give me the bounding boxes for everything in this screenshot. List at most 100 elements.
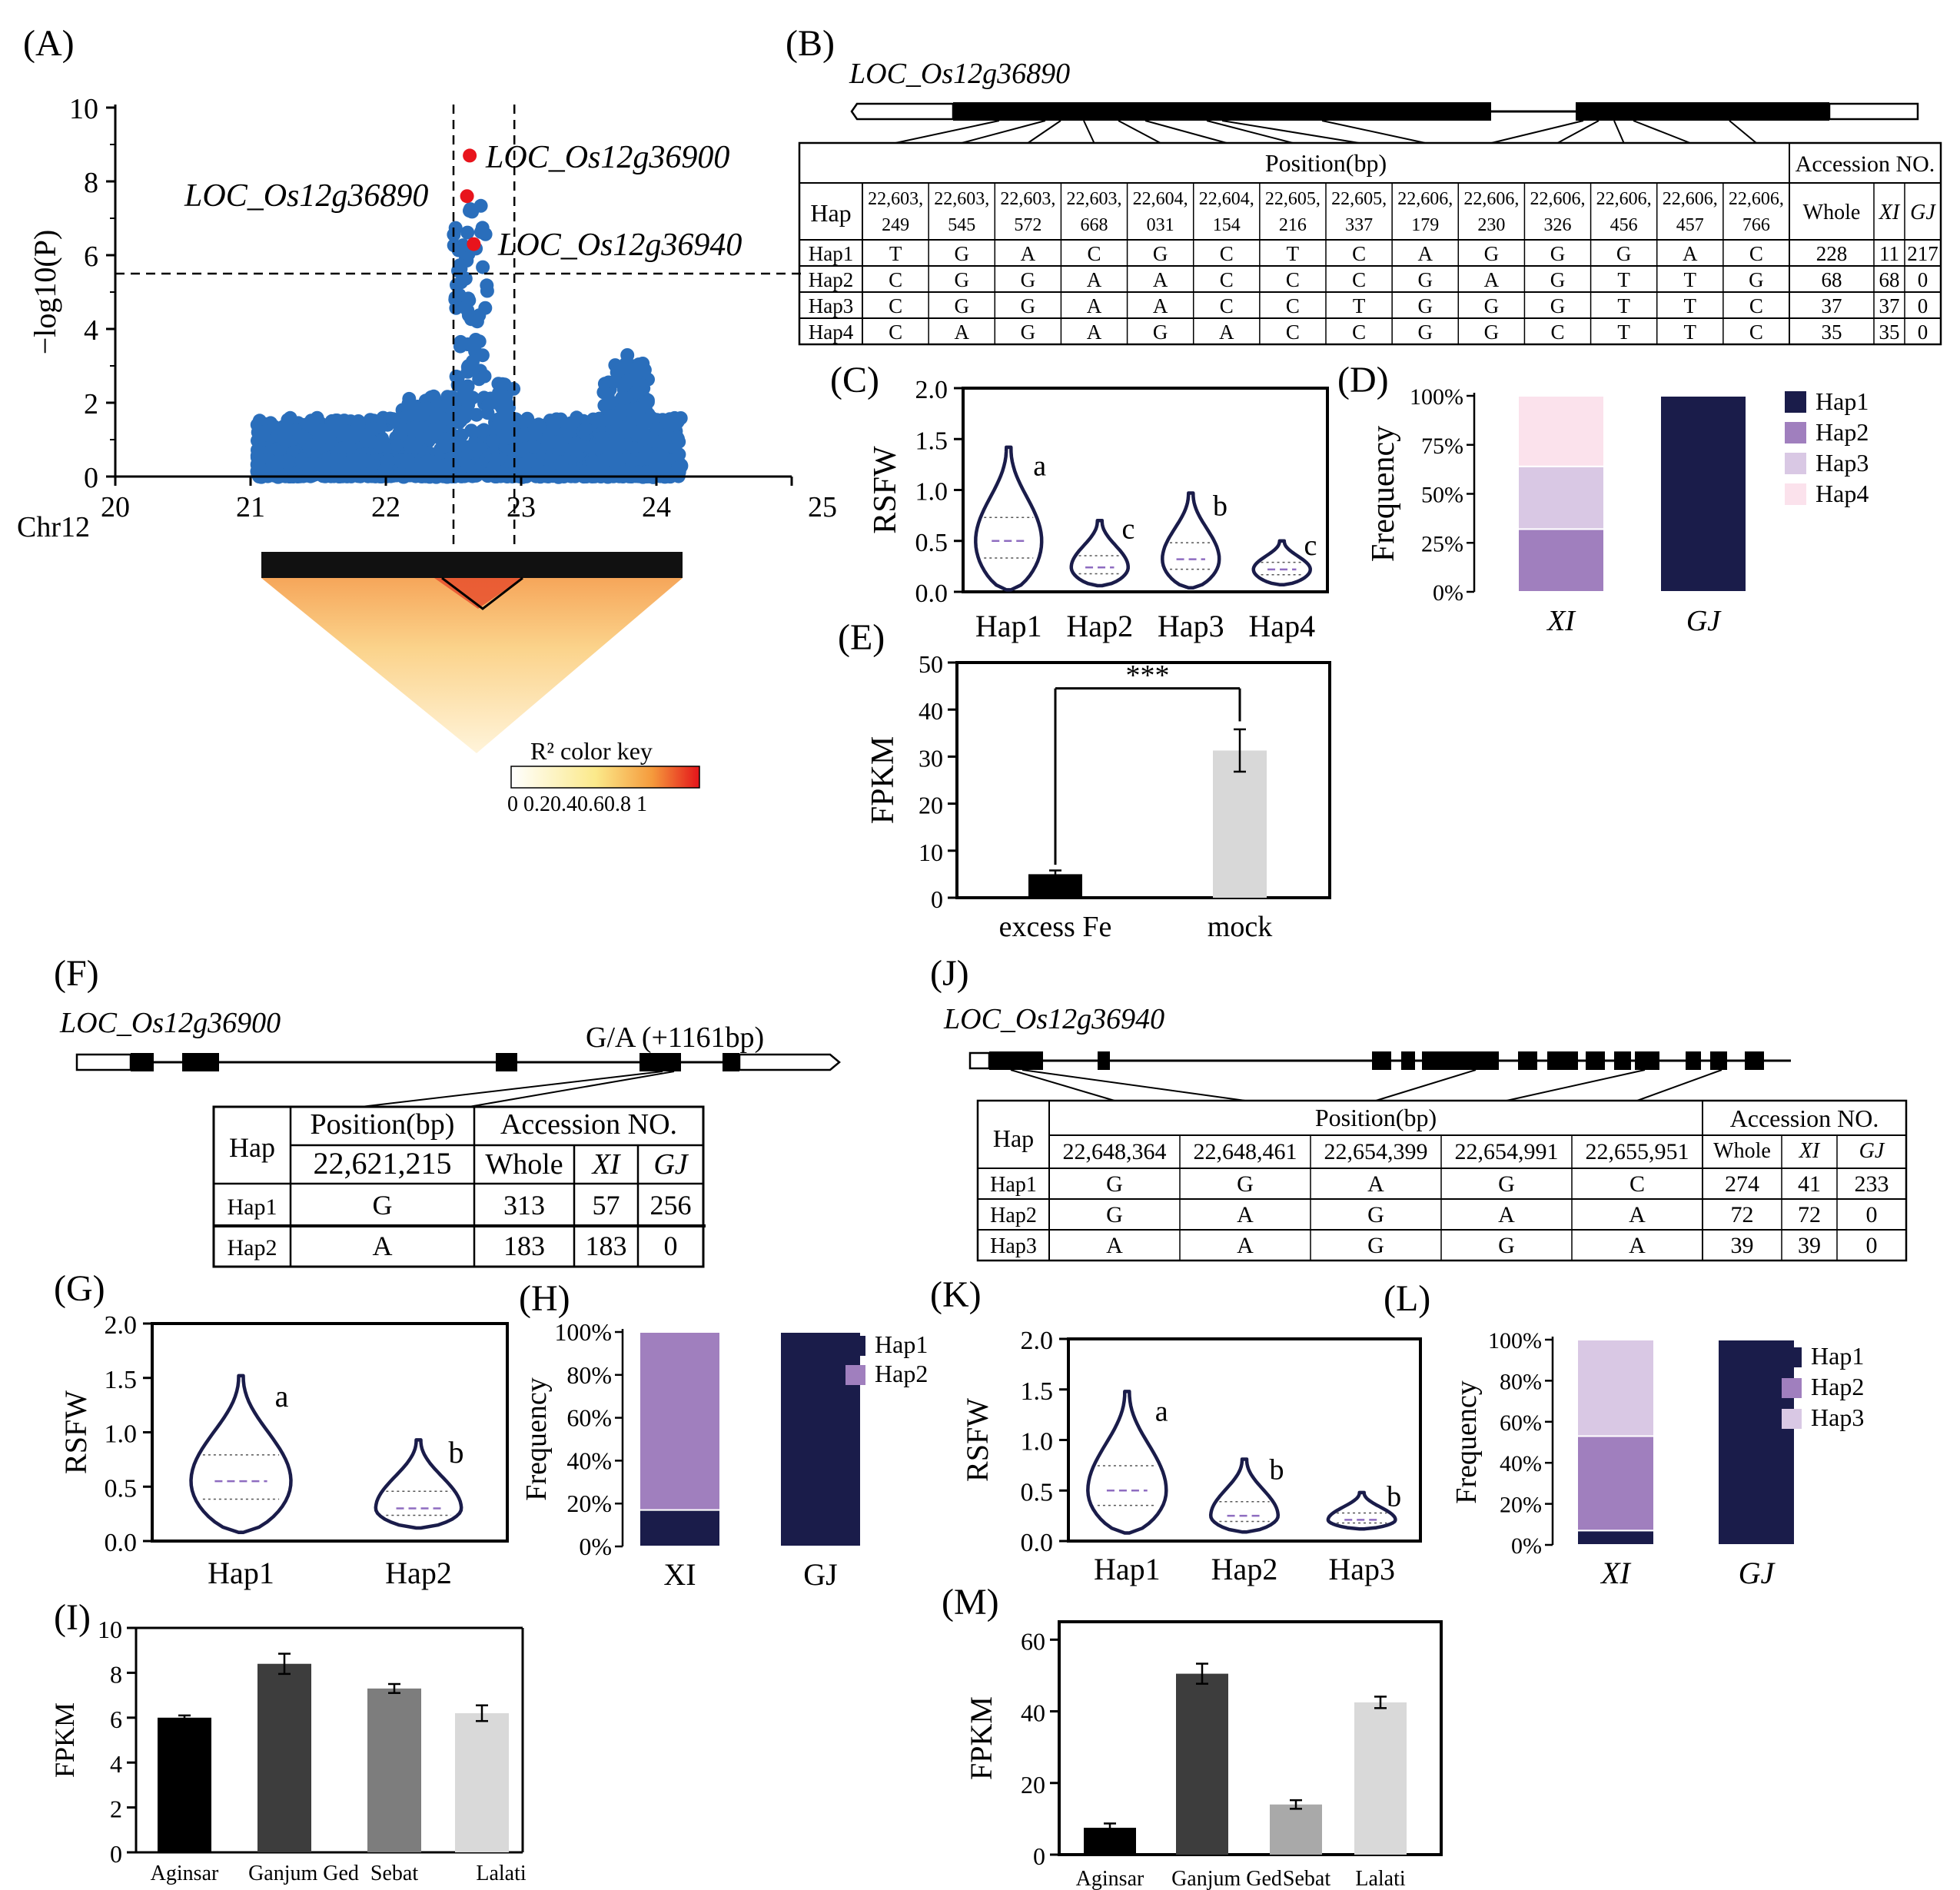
accession-count: 68 <box>1879 268 1900 291</box>
y-tick-label: 20 <box>1021 1771 1045 1799</box>
stack-segment-hap1 <box>1659 395 1747 593</box>
accession-count: 37 <box>1879 294 1900 317</box>
ld-key-ticks: 0 0.20.40.60.8 1 <box>507 792 647 816</box>
y-tick-label: 1.0 <box>1021 1428 1054 1457</box>
utr-3prime <box>738 1053 841 1071</box>
category-label: Aginsar <box>1076 1867 1144 1890</box>
bar-chart-E: 0 10 20 30 40 50 FPKM excess Fe mock *** <box>865 650 1331 943</box>
snp-dot <box>498 467 514 483</box>
panel-label-I: (I) <box>54 1597 91 1638</box>
snp-position: 545 <box>948 215 975 235</box>
utr-5prime <box>968 1051 991 1070</box>
y-tick-label: 0.0 <box>1021 1529 1054 1557</box>
exon-block <box>1614 1051 1631 1070</box>
y-tick-label: 1.0 <box>915 478 948 507</box>
allele: T <box>889 242 902 265</box>
snp-dot <box>630 385 644 400</box>
allele: C <box>1629 1171 1645 1197</box>
y-axis-label: RSFW <box>960 1398 995 1482</box>
snp-dot <box>670 460 686 477</box>
allele: C <box>1749 321 1763 344</box>
accession-count: 183 <box>503 1231 545 1261</box>
allele: A <box>1021 242 1036 265</box>
allele: C <box>1220 242 1234 265</box>
snp-dot <box>309 423 324 437</box>
panel-label-M: (M) <box>942 1582 999 1623</box>
snp-dot <box>630 401 645 416</box>
y-axis-label: RSFW <box>58 1390 93 1474</box>
allele: A <box>1498 1202 1515 1227</box>
allele: G <box>954 268 969 291</box>
snp-dot <box>477 423 491 437</box>
category-label: Ganjum Ged <box>248 1862 359 1885</box>
panel-label-B: (B) <box>786 23 835 64</box>
snp-position: 22,655,951 <box>1586 1139 1689 1164</box>
y-tick-label: 100% <box>1410 384 1463 410</box>
significance-letter: a <box>1033 450 1046 483</box>
snp-dot <box>610 433 624 448</box>
snp-connector <box>1144 120 1227 144</box>
snp-connector <box>1083 120 1095 144</box>
accession-count: 39 <box>1731 1233 1754 1258</box>
snp-dot <box>486 433 500 448</box>
plot-frame <box>1067 1337 1422 1543</box>
accession-count: 68 <box>1822 268 1842 291</box>
accession-col-header: Whole <box>1713 1139 1771 1163</box>
snp-dot <box>620 348 635 362</box>
stack-segment-hap1 <box>1717 1339 1796 1546</box>
y-axis-label: Frequency <box>1450 1380 1483 1503</box>
snp-dot <box>331 463 347 479</box>
accession-col-header: Whole <box>1803 201 1861 224</box>
allele: G <box>1417 321 1433 344</box>
table-position-header: Position(bp) <box>1315 1104 1437 1131</box>
accession-count: 37 <box>1822 294 1842 317</box>
legend-swatch <box>1785 453 1806 474</box>
ld-heatmap: R² color key 0 0.20.40.60.8 1 <box>261 552 700 816</box>
allele: G <box>1417 294 1433 317</box>
snp-position: 22,603, <box>1000 189 1055 209</box>
allele: A <box>1629 1202 1646 1227</box>
category-label: Hap2 <box>1211 1552 1278 1586</box>
legend-swatch <box>845 1365 865 1385</box>
panel-label-F: (F) <box>54 953 99 994</box>
accession-count: 11 <box>1879 242 1899 265</box>
stack-segment-hap3 <box>1576 1339 1655 1437</box>
exon-block <box>953 102 1491 121</box>
snp-connector <box>1118 120 1161 144</box>
category-label: Aginsar <box>151 1862 219 1885</box>
snp-connector <box>1022 1069 1246 1101</box>
allele: G <box>1550 268 1566 291</box>
allele: A <box>1219 321 1234 344</box>
y-tick-label: 1.0 <box>105 1420 138 1449</box>
snp-position: 337 <box>1345 215 1373 235</box>
category-label: GJ <box>1686 605 1722 637</box>
allele: G <box>954 294 969 317</box>
snp-dot <box>615 390 630 405</box>
snp-dot <box>390 437 404 452</box>
panel-label-J: (J) <box>930 953 969 994</box>
snp-position: 22,603, <box>934 189 989 209</box>
snp-dot <box>401 397 416 411</box>
snp-connector <box>895 120 1000 144</box>
snp-dot <box>472 334 487 349</box>
ld-block-hot <box>434 578 523 609</box>
snp-connector <box>1506 1069 1646 1101</box>
category-label: Hap3 <box>1328 1552 1395 1586</box>
panel-label-E: (E) <box>838 617 885 658</box>
y-tick-label: 100% <box>1488 1328 1542 1354</box>
y-tick-label: 0.5 <box>105 1474 138 1503</box>
legend-label: Hap2 <box>875 1360 928 1387</box>
exon-block <box>1422 1051 1499 1070</box>
y-axis-label: FPKM <box>964 1696 998 1780</box>
y-tick-label: 40% <box>1500 1451 1542 1476</box>
bar <box>158 1717 211 1852</box>
accession-count: 0 <box>1918 294 1928 317</box>
allele: T <box>1353 294 1366 317</box>
gene-structure-36890: LOC_Os12g36890 Position(bp) Accession NO. H… <box>798 58 1942 346</box>
legend-label: Hap1 <box>1815 387 1869 415</box>
exon-block <box>496 1053 517 1071</box>
gene-label-36940: LOC_Os12g36940 <box>497 228 742 263</box>
snp-dot <box>671 432 685 446</box>
significance-letter: a <box>1155 1396 1168 1428</box>
